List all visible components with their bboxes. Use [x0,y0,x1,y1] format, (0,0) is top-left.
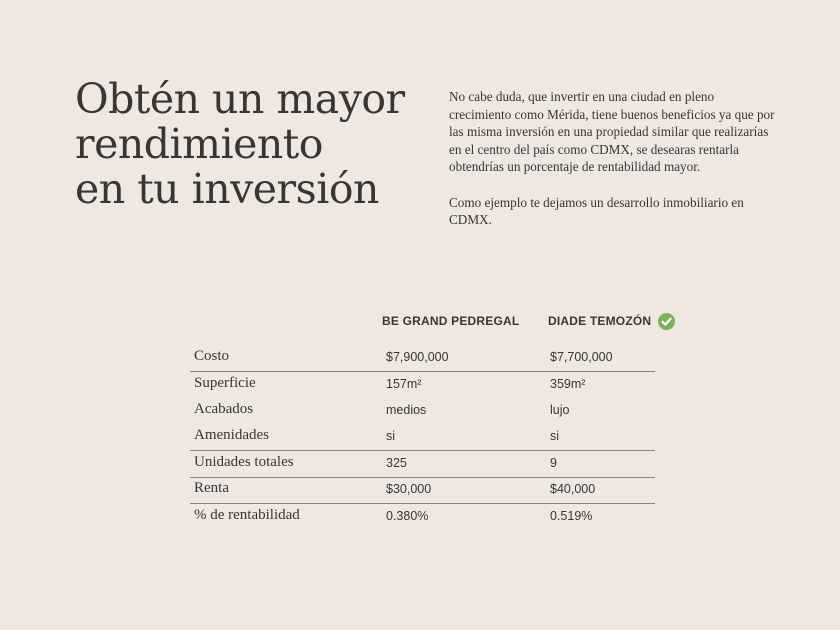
table-row: Renta $30,000 $40,000 [190,476,655,504]
table-row: % de rentabilidad 0.380% 0.519% [190,503,655,530]
value-diade-temozon: 359m² [550,377,586,391]
value-diade-temozon: 9 [550,456,557,470]
value-be-grand-pedregal: 157m² [386,377,422,391]
value-diade-temozon: $40,000 [550,482,596,496]
table-row: Costo $7,900,000 $7,700,000 [190,344,655,372]
row-label: Costo [194,348,230,364]
row-label: Amenidades [194,427,269,443]
row-label: Renta [194,480,229,496]
value-be-grand-pedregal: $7,900,000 [386,350,449,364]
value-be-grand-pedregal: medios [386,403,427,417]
value-diade-temozon: $7,700,000 [550,350,613,364]
title-line: Obtén un mayor [75,75,405,123]
value-be-grand-pedregal: 325 [386,456,407,470]
row-label: % de rentabilidad [194,507,300,523]
value-be-grand-pedregal: si [386,429,396,443]
value-diade-temozon: si [550,429,560,443]
page-title: Obtén un mayor rendimiento en tu inversi… [75,77,405,212]
column-header-be-grand-pedregal: BE GRAND PEDREGAL [382,314,520,328]
intro-paragraph: No cabe duda, que invertir en una ciudad… [449,89,775,175]
title-line: en tu inversión [75,165,379,213]
check-circle-icon [658,313,675,330]
intro-paragraph: Como ejemplo te dejamos un desarrollo in… [449,194,744,228]
intro-text: No cabe duda, que invertir en una ciudad… [449,88,779,246]
row-label: Unidades totales [194,454,294,470]
table-row: Unidades totales 325 9 [190,450,655,478]
row-label: Superficie [194,375,256,391]
table-row: Acabados medios lujo [190,397,655,424]
table-row: Superficie 157m² 359m² [190,371,655,398]
value-be-grand-pedregal: 0.380% [386,509,429,523]
value-diade-temozon: 0.519% [550,509,593,523]
column-header-diade-temozon: DIADE TEMOZÓN [548,314,652,328]
title-line: rendimiento [75,120,323,168]
value-diade-temozon: lujo [550,403,570,417]
table-row: Amenidades si si [190,423,655,451]
value-be-grand-pedregal: $30,000 [386,482,432,496]
row-label: Acabados [194,401,254,417]
